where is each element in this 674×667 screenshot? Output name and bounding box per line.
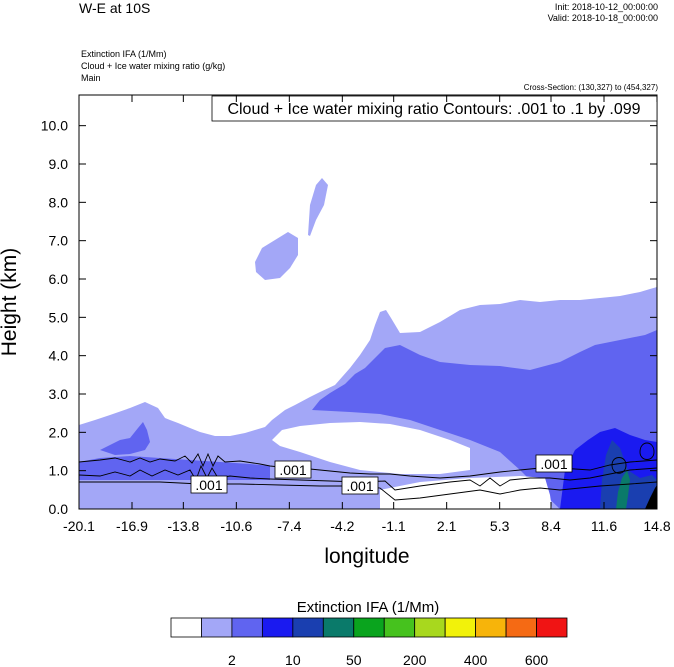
colorbar-swatch: [261, 617, 294, 638]
y-tick-label: 0.0: [49, 501, 69, 517]
x-tick-label: 5.3: [490, 518, 510, 534]
variable-line-mixing-ratio: Cloud + Ice water mixing ratio (g/kg): [81, 61, 226, 71]
contour-label-1: .001: [190, 475, 228, 494]
colorbar-swatch: [536, 617, 568, 638]
colorbar-swatch: [322, 617, 355, 638]
contour-labels: .001 .001 .001 .001: [190, 454, 573, 495]
y-tick-label: 5.0: [49, 309, 69, 325]
valid-time: Valid: 2018-10-18_00:00:00: [547, 13, 658, 23]
colorbar-label: 200: [403, 652, 427, 667]
x-tick-label: -16.9: [116, 518, 148, 534]
contour-label-2: .001: [274, 460, 312, 479]
contour-label-3: .001: [341, 476, 379, 495]
colorbar-swatch: [414, 617, 446, 638]
extinction-fill-teal: [616, 470, 630, 509]
colorbar-swatch: [292, 617, 324, 638]
y-tick-label: 6.0: [49, 271, 69, 287]
chart-title-box: Cloud + Ice water mixing ratio Contours:…: [211, 95, 658, 122]
y-tick-label: 4.0: [49, 348, 69, 364]
y-axis-label: Height (km): [0, 248, 21, 357]
x-axis: -20.1 -16.9 -13.8 -10.6 -7.4 -4.2 -1.1 2.1 5.3 8.…: [63, 95, 671, 534]
svg-text:.001: .001: [195, 477, 222, 493]
y-tick-label: 8.0: [49, 194, 69, 210]
colorbar-swatch: [170, 617, 202, 638]
x-tick-label: -7.4: [277, 518, 301, 534]
x-tick-label: 2.1: [437, 518, 457, 534]
init-time: Init: 2018-10-12_00:00:00: [554, 2, 658, 12]
x-axis-label: longitude: [324, 545, 409, 568]
x-tick-label: -10.6: [220, 518, 252, 534]
colorbar-label: 600: [525, 652, 549, 667]
variable-line-main: Main: [81, 73, 101, 83]
colorbar-label: 50: [346, 652, 362, 667]
plot-frame: [78, 94, 658, 510]
extinction-fill-light-patch-upper: [255, 232, 298, 280]
contour-line-outer: [79, 452, 657, 479]
colorbar-swatch: [383, 617, 416, 638]
y-tick-label: 2.0: [49, 424, 69, 440]
extinction-fill-light-patch-top: [308, 178, 328, 236]
y-tick-label: 7.0: [49, 233, 69, 249]
x-tick-label: 14.8: [643, 518, 670, 534]
y-tick-label: 1.0: [49, 463, 69, 479]
colorbar-label: 400: [464, 652, 488, 667]
terrain: [645, 485, 657, 509]
colorbar-swatch: [505, 617, 537, 638]
colorbar-label: 10: [285, 652, 301, 667]
cross-section-label: Cross-Section: (130,327) to (454,327): [523, 83, 658, 92]
colorbar-label: 2: [228, 652, 236, 667]
extinction-fill-medium-left: [100, 422, 150, 455]
svg-text:.001: .001: [346, 478, 373, 494]
colorbar-swatch: [201, 617, 233, 638]
x-tick-label: 8.4: [541, 518, 561, 534]
variable-line-extinction: Extinction IFA (1/Mm): [81, 49, 167, 59]
colorbar-swatch: [475, 617, 507, 638]
plot-title: W-E at 10S: [79, 0, 151, 16]
contour-loop-right: [611, 457, 627, 474]
colorbar-swatch: [444, 617, 477, 638]
svg-text:.001: .001: [279, 462, 306, 478]
x-tick-label: -13.8: [167, 518, 199, 534]
contour-line-inner: [79, 464, 657, 491]
colorbar-swatch: [353, 617, 385, 638]
colorbar-title: Extinction IFA (1/Mm): [297, 599, 440, 616]
svg-text:.001: .001: [540, 456, 567, 472]
colorbar: Extinction IFA (1/Mm) 2 10 50 200 400 600: [170, 599, 568, 667]
y-tick-label: 3.0: [49, 386, 69, 402]
chart-title: Cloud + Ice water mixing ratio Contours:…: [227, 101, 640, 118]
y-axis: 0.0 1.0 2.0 3.0 4.0 5.0 6.0 7.0 8.0 9.0 10.0: [41, 118, 657, 517]
x-tick-label: 11.6: [591, 518, 617, 534]
extinction-fill-navy: [600, 440, 657, 509]
x-tick-label: -20.1: [63, 518, 95, 534]
y-tick-label: 9.0: [49, 156, 69, 172]
y-tick-label: 10.0: [41, 118, 68, 134]
cloud-free-core: [272, 422, 470, 474]
cloud-free-lower: [380, 476, 552, 509]
contour-loop-right-2: [639, 442, 655, 460]
contour-label-4: .001: [535, 454, 573, 473]
x-tick-label: -1.1: [382, 518, 406, 534]
colorbar-swatch: [231, 617, 263, 638]
x-tick-label: -4.2: [330, 518, 354, 534]
extinction-fill-medium-left-strip: [79, 456, 270, 480]
